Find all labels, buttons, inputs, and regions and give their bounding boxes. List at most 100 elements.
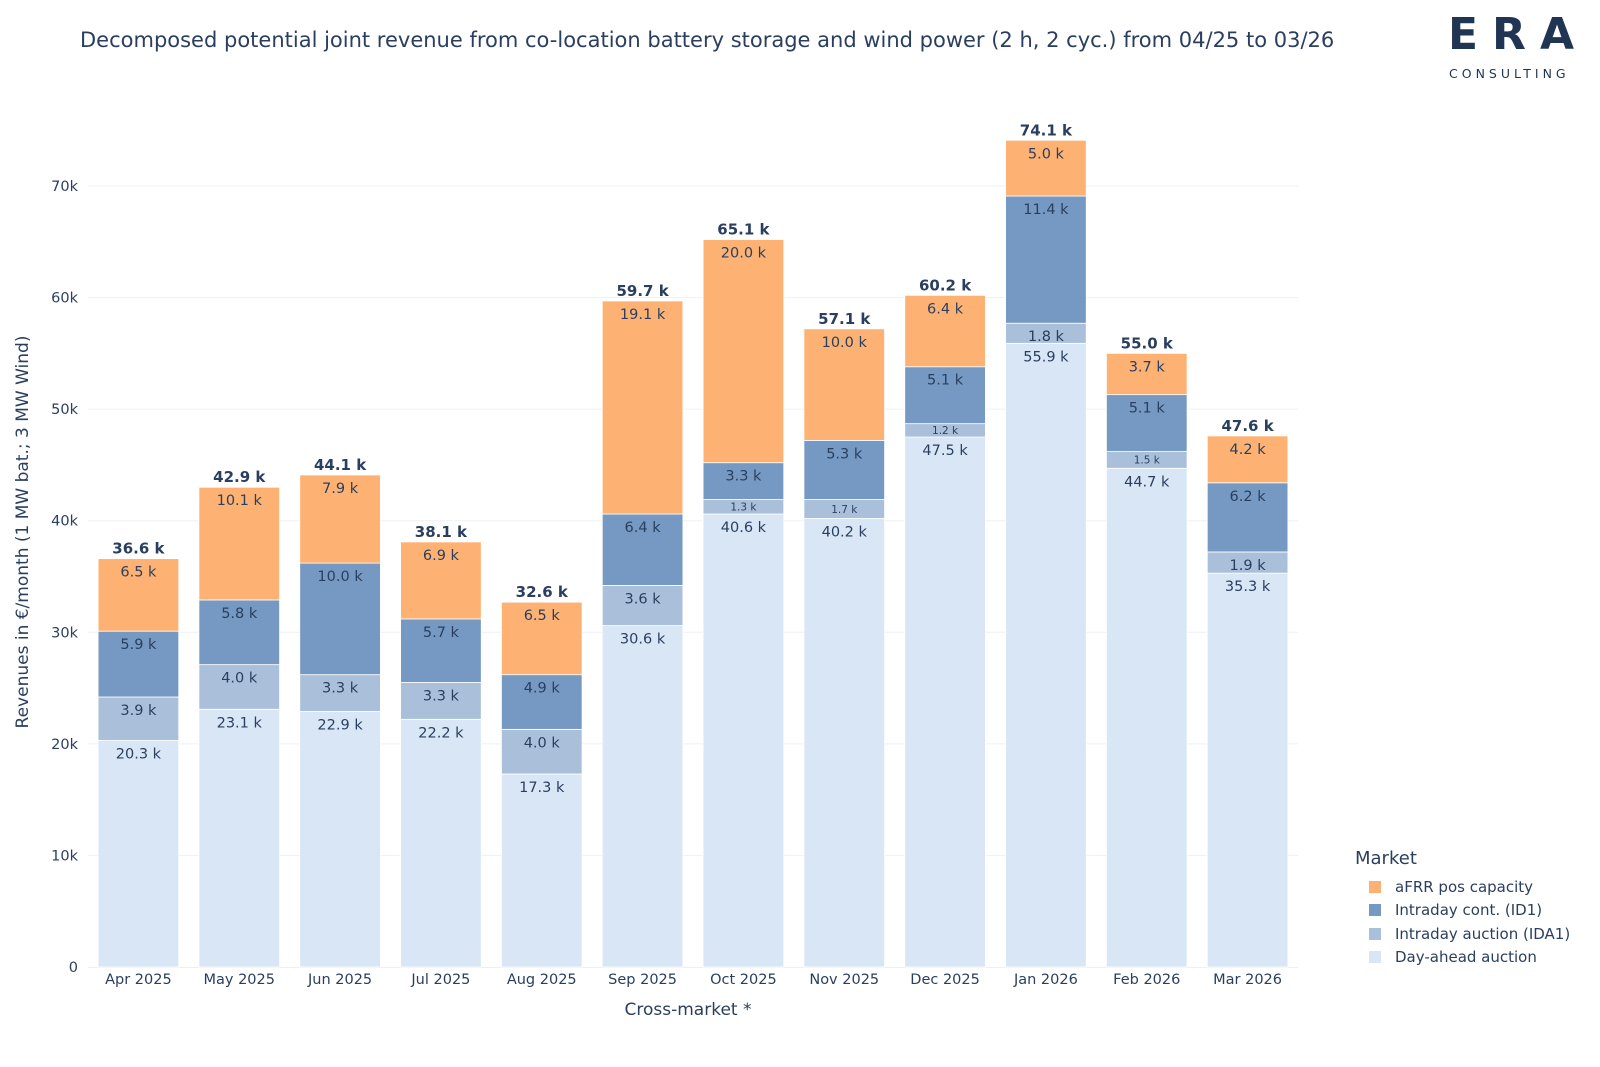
bar-value-label: 10.0 k [317,569,363,585]
bar-total-label: 59.7 k [616,282,669,300]
bar-value-label: 4.9 k [524,681,561,697]
bar-segment [1206,572,1289,968]
legend-swatch-afrr [1369,880,1381,893]
x-tick-label: Jun 2025 [307,972,372,988]
bar-value-label: 6.4 k [927,301,964,317]
bar-segment [601,300,684,515]
bar-segment [601,625,684,968]
bar-value-label: 7.9 k [322,481,359,497]
bar-total-label: 44.1 k [314,456,367,474]
bar-value-label: 5.7 k [423,625,460,641]
bar-total-label: 74.1 k [1020,121,1073,139]
bar-segment [904,366,986,425]
legend-item-day-ahead[interactable]: Day-ahead auction [1369,946,1570,970]
legend-swatch-ida1 [1369,927,1381,940]
legend-label: Day-ahead auction [1395,948,1537,967]
bar-value-label: 30.6 k [620,632,666,648]
bar-segment [97,630,180,698]
bar-value-label: 22.9 k [317,718,363,734]
bar-segment [803,518,885,968]
legend-swatch-id1 [1369,904,1381,917]
legend-swatch-day-ahead [1369,951,1381,964]
bar-value-label: 20.3 k [116,747,162,763]
bar-segment [400,718,482,968]
bar-value-label: 3.6 k [625,591,662,607]
bar-value-label: 44.7 k [1124,474,1170,490]
bar-value-label: 1.2 k [932,425,959,437]
bar-segment [501,601,583,676]
bar-segment [904,436,986,968]
legend-label: Intraday auction (IDA1) [1395,924,1571,943]
bar-value-label: 1.9 k [1230,558,1267,574]
bar-value-label: 35.3 k [1225,579,1271,595]
bar-segment [803,328,885,441]
bar-segment [601,513,684,586]
bar-value-label: 6.5 k [120,565,157,581]
bar-total-label: 32.6 k [516,583,569,601]
legend-label: Intraday cont. (ID1) [1395,901,1543,920]
bar-segment [400,682,482,720]
bar-value-label: 5.9 k [120,637,157,653]
bar-segment [299,711,381,968]
x-axis: Apr 2025 May 2025 Jun 2025 Jul 2025 Aug 2025… [105,972,1282,988]
bar-total-label: 60.2 k [919,276,972,294]
bar-segment [198,486,280,601]
y-tick-label: 10k [51,848,78,864]
bar-value-label: 6.4 k [625,520,662,536]
bar-segment [400,618,482,683]
grid-lines [88,185,1298,968]
bar-value-label: 4.2 k [1230,442,1267,458]
bar-value-label: 4.0 k [524,735,561,751]
bar-value-label: 6.9 k [423,548,460,564]
x-tick-label: Feb 2026 [1113,972,1180,988]
bar-value-label: 40.6 k [721,520,767,536]
bar-segment [702,513,785,968]
bar-segment [501,773,583,968]
y-tick-label: 50k [51,402,78,418]
bar-segment [400,541,482,620]
bar-total-label: 57.1 k [818,310,871,328]
bar-value-label: 5.1 k [1129,401,1166,417]
x-axis-label: Cross-market * [625,1000,752,1020]
y-axis: 0 10k 20k 30k 40k 50k 60k 70k [51,179,78,976]
bar-segment [803,439,885,500]
bar-segment [1106,352,1188,396]
bars: 20.3 k 3.9 k 5.9 k 6.5 k 36.6 k 23.1 k 4.0 k 5.… [97,121,1289,968]
bar-segment [97,558,180,632]
bar-total-label: 47.6 k [1221,417,1274,435]
bar-total-label: 42.9 k [213,468,266,486]
x-tick-label: Nov 2025 [809,972,879,988]
x-tick-label: Mar 2026 [1213,972,1282,988]
bar-segment [1005,342,1087,968]
bar-value-label: 40.2 k [822,524,868,540]
bar-segment [501,674,583,730]
x-tick-label: Jan 2026 [1013,972,1078,988]
bar-value-label: 6.2 k [1230,489,1267,505]
x-tick-label: Oct 2025 [710,972,777,988]
chart-title: Decomposed potential joint revenue from … [80,28,1335,52]
bar-value-label: 5.1 k [927,373,964,389]
x-tick-label: Sep 2025 [608,972,677,988]
y-tick-label: 30k [51,625,78,641]
bar-value-label: 17.3 k [519,780,565,796]
bar-value-label: 5.3 k [826,446,863,462]
legend-item-ida1[interactable]: Intraday auction (IDA1) [1369,922,1570,946]
x-tick-label: May 2025 [204,972,276,988]
bar-value-label: 1.7 k [831,504,858,516]
x-tick-label: Dec 2025 [910,972,980,988]
bar-segment [601,585,684,626]
legend-item-id1[interactable]: Intraday cont. (ID1) [1369,899,1570,923]
bar-segment [1106,467,1188,968]
bar-total-label: 55.0 k [1121,334,1174,352]
bar-segment [702,239,785,464]
bar-value-label: 3.3 k [725,469,762,485]
y-tick-label: 40k [51,514,78,530]
bar-total-label: 65.1 k [717,221,770,239]
bar-total-label: 38.1 k [415,523,468,541]
bar-segment [1005,139,1087,197]
y-tick-label: 70k [51,179,78,195]
bar-segment [1206,482,1289,553]
legend-item-afrr[interactable]: aFRR pos capacity [1369,875,1570,899]
bar-value-label: 19.1 k [620,307,666,323]
